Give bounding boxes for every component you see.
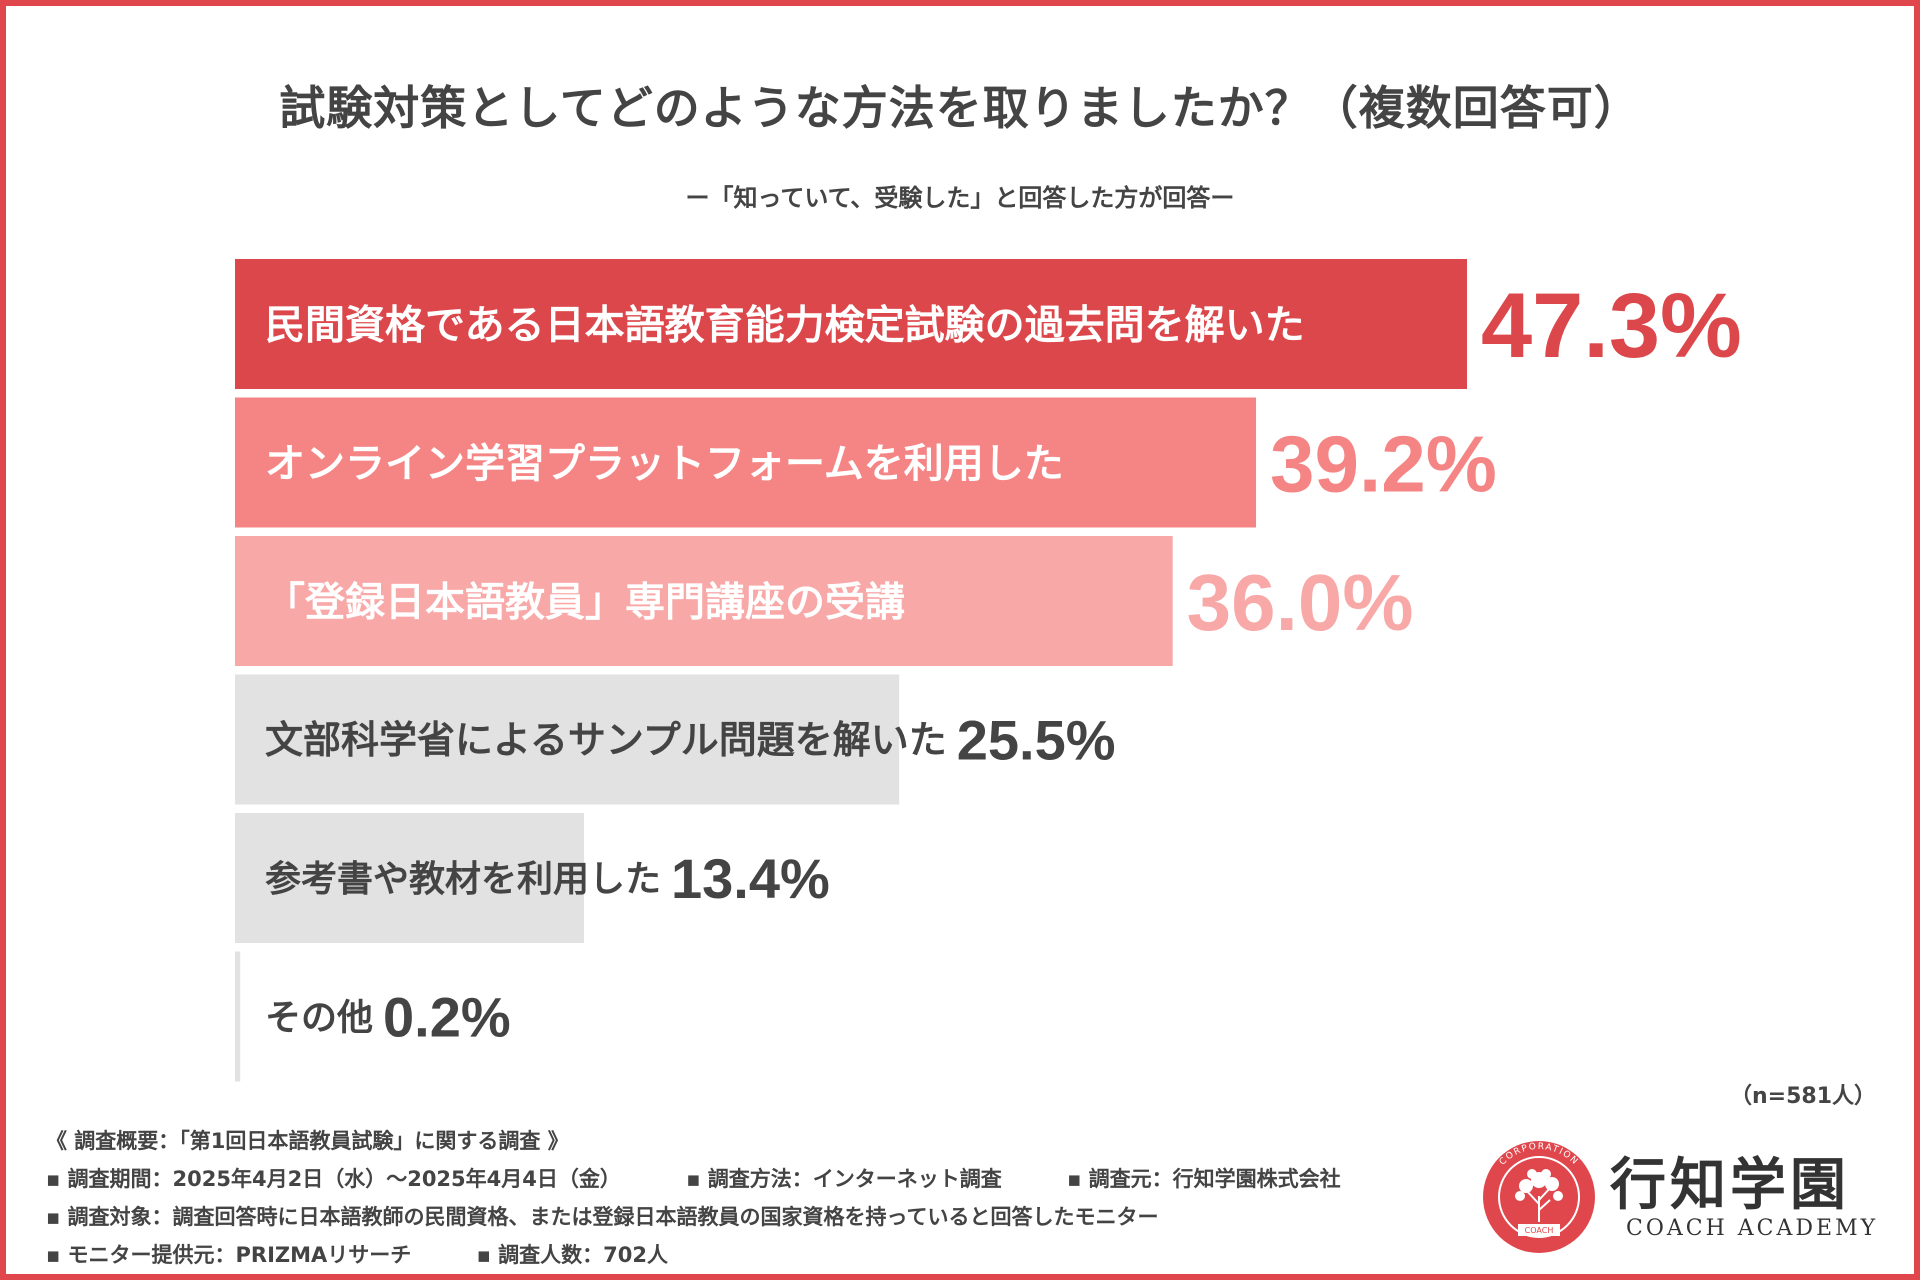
survey-method: ▪ 調査方法：インターネット調査 [686,1167,1002,1191]
bar [235,813,585,943]
bar-category-label: 「登録日本語教員」専門講座の受講 [265,579,905,625]
survey-target-row: ▪ 調査対象：調査回答時に日本語教師の民間資格、または登録日本語教員の国家資格を… [46,1198,1341,1236]
bar-value-label: 47.3% [1481,275,1742,377]
survey-provider: ▪ モニター提供元：PRIZMAリサーチ [46,1243,412,1267]
bar [235,397,1257,528]
survey-summary: 《 調査概要：「第1回日本語教員試験」に関する調査 》 ▪ 調査期間：2025年… [46,1122,1341,1274]
survey-count: ▪ 調査人数：702人 [476,1243,668,1267]
survey-target: ▪ 調査対象：調査回答時に日本語教師の民間資格、または登録日本語教員の国家資格を… [46,1205,1159,1229]
bar [235,674,900,805]
bar-chart: 民間資格である日本語教育能力検定試験の過去問を解いた 47.3% オンライン学習プラ… [235,259,1742,1082]
survey-title: 《 調査概要：「第1回日本語教員試験」に関する調査 》 [46,1129,569,1153]
survey-period-row: ▪ 調査期間：2025年4月2日（水）〜2025年4月4日（金） ▪ 調査方法：… [46,1160,1341,1198]
bar-category-label: 民間資格である日本語教育能力検定試験の過去問を解いた [265,302,1305,348]
survey-source: ▪ 調査元：行知学園株式会社 [1067,1167,1341,1191]
logo-subtitle: COACH ACADEMY [1626,1216,1879,1241]
survey-title-row: 《 調査概要：「第1回日本語教員試験」に関する調査 》 [46,1122,1341,1160]
company-logo: CORPORATION COACH 行知学園 COACH ACADEMY [1480,1138,1880,1258]
logo-name: 行知学園 [1610,1152,1850,1218]
chart-title: 試験対策としてどのような方法を取りましたか？（複数回答可） [279,81,1641,135]
bar-category-label: オンライン学習プラットフォームを利用した [265,441,1064,487]
bar-category-label: 文部科学省によるサンプル問題を解いた [265,718,947,762]
chart-subtitle: ー「知っていて、受験した」と回答した方が回答ー [685,184,1235,212]
bar-value-label: 36.0% [1187,558,1414,647]
bar-category-label: 参考書や教材を利用した [265,859,661,900]
bar-category-label: その他 [265,997,373,1038]
bar [235,951,241,1082]
bar-value-label: 25.5% [957,709,1116,772]
bar-value-label: 0.2% [383,986,511,1049]
survey-period: ▪ 調査期間：2025年4月2日（水）〜2025年4月4日（金） [46,1167,621,1191]
bar [235,536,1173,666]
bar-value-label: 39.2% [1270,419,1497,508]
sample-size-note: （n=581人） [1730,1084,1877,1109]
logo-badge-text: COACH [1525,1226,1554,1235]
survey-provider-row: ▪ モニター提供元：PRIZMAリサーチ ▪ 調査人数：702人 [46,1236,1341,1274]
tree-seal-icon: CORPORATION COACH [1483,1141,1595,1253]
bar-value-label: 13.4% [671,847,830,910]
bar [235,259,1467,389]
